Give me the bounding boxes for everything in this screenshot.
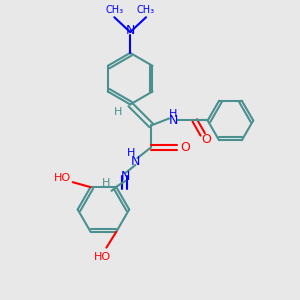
Text: H: H: [101, 178, 110, 188]
Text: N: N: [131, 154, 140, 168]
Text: N: N: [168, 114, 178, 127]
Text: CH₃: CH₃: [105, 5, 123, 15]
Text: HO: HO: [94, 251, 111, 262]
Text: CH₃: CH₃: [137, 5, 155, 15]
Text: N: N: [121, 170, 130, 184]
Text: H: H: [169, 109, 177, 118]
Text: O: O: [202, 133, 212, 146]
Text: N: N: [125, 24, 135, 37]
Text: H: H: [114, 107, 122, 117]
Text: HO: HO: [54, 173, 71, 183]
Text: H: H: [127, 148, 136, 158]
Text: O: O: [180, 141, 190, 154]
